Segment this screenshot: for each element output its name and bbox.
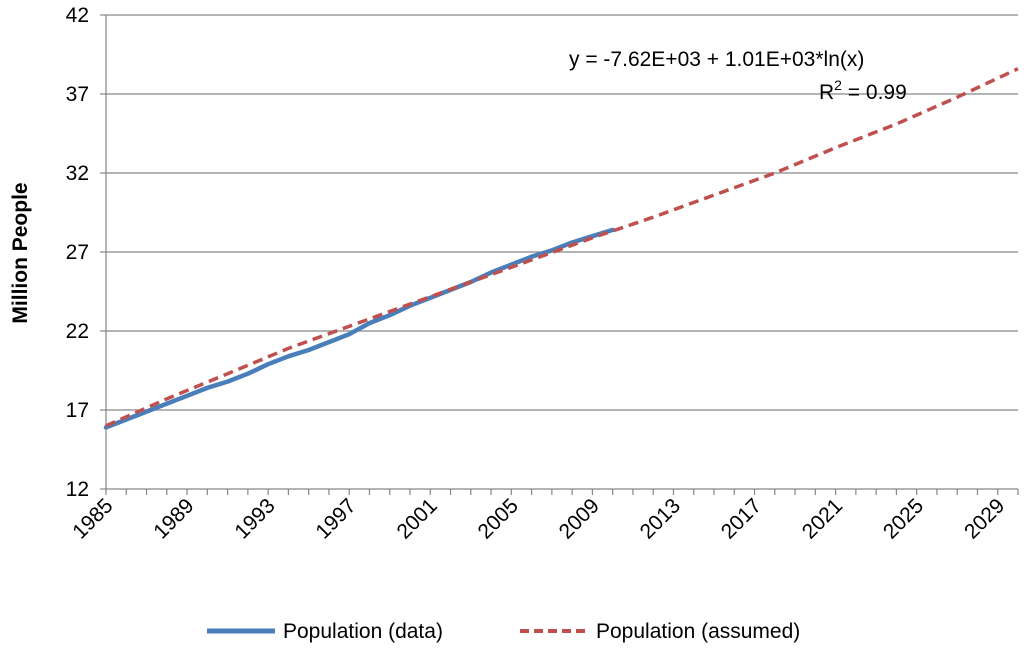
x-tick-label-2005: 2005: [474, 494, 523, 543]
x-tick-label-2025: 2025: [879, 494, 928, 543]
x-tick-label-2013: 2013: [636, 494, 685, 543]
trendline-equation: y = -7.62E+03 + 1.01E+03*ln(x): [569, 48, 864, 71]
x-tick-label-2029: 2029: [960, 494, 1009, 543]
y-tick-label-42: 42: [66, 4, 89, 27]
x-tick-label-1985: 1985: [68, 494, 117, 543]
series-lines: [103, 67, 1019, 430]
r-squared-label: R2 = 0.99: [819, 77, 907, 104]
y-tick-label-22: 22: [66, 320, 89, 343]
x-tick-label-1989: 1989: [149, 494, 198, 543]
x-tick-label-2017: 2017: [717, 494, 766, 543]
y-tick-label-32: 32: [66, 162, 89, 185]
series-line-assumed: [105, 67, 1019, 428]
r-squared-sup: 2: [834, 77, 842, 93]
y-tick-label-12: 12: [66, 478, 89, 501]
grid-lines: [106, 14, 1018, 411]
x-tick-label-1993: 1993: [230, 494, 279, 543]
x-tick-label-2021: 2021: [798, 494, 847, 543]
y-tick-label-37: 37: [66, 83, 89, 106]
legend-label-assumed: Population (assumed): [596, 620, 800, 643]
r-squared-r: R: [819, 81, 834, 104]
y-tick-label-17: 17: [66, 399, 89, 422]
x-tick-label-2009: 2009: [555, 494, 604, 543]
r-squared-value: = 0.99: [842, 81, 907, 104]
x-tick-labels: 1985 1989 1993 1997 2001 2005 2009 2013 2017 2021…: [68, 494, 1009, 543]
axes: [100, 14, 1019, 495]
x-tick-label-2001: 2001: [393, 494, 442, 543]
legend-label-data: Population (data): [283, 620, 443, 643]
y-tick-label-27: 27: [66, 241, 89, 264]
y-axis-title: Million People: [9, 182, 32, 323]
legend: Population (data) Population (assumed): [207, 620, 800, 643]
x-tick-label-1997: 1997: [311, 494, 360, 543]
series-line-data: [103, 227, 615, 430]
y-tick-labels: 12 17 22 27 32 37 42: [66, 4, 89, 501]
